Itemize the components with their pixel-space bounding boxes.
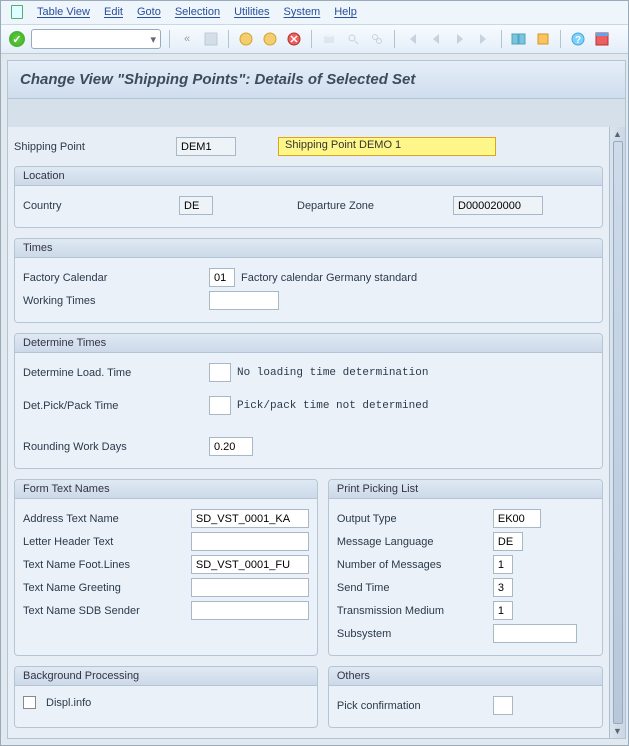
nav-back-icon[interactable]: [237, 30, 255, 48]
find-icon[interactable]: [344, 30, 362, 48]
save-icon[interactable]: [202, 30, 220, 48]
dep-zone-field[interactable]: [453, 196, 543, 215]
dep-zone-label: Departure Zone: [297, 200, 447, 212]
document-icon[interactable]: [11, 5, 23, 19]
new-session-icon[interactable]: [510, 30, 528, 48]
msg-lang-field[interactable]: [493, 532, 523, 551]
round-label: Rounding Work Days: [23, 441, 203, 453]
find-next-icon[interactable]: [368, 30, 386, 48]
address-text-field[interactable]: [191, 509, 309, 528]
fcal-label: Factory Calendar: [23, 272, 203, 284]
menu-utilities[interactable]: Utilities: [234, 6, 269, 18]
form-row-label: Letter Header Text: [23, 536, 185, 548]
det-load-label: Determine Load. Time: [23, 367, 203, 379]
subsystem-field[interactable]: [493, 624, 577, 643]
group-bg-proc: Background Processing Displ.info: [14, 666, 318, 728]
sdb-sender-field[interactable]: [191, 601, 309, 620]
group-form-header: Form Text Names: [15, 480, 317, 499]
det-pick-label: Det.Pick/Pack Time: [23, 400, 203, 412]
print-row-label: Subsystem: [337, 628, 487, 640]
page-header: Change View "Shipping Points": Details o…: [7, 60, 626, 99]
group-det-header: Determine Times: [15, 334, 602, 353]
group-location: Location Country Departure Zone: [14, 166, 603, 228]
page-title: Change View "Shipping Points": Details o…: [20, 71, 613, 88]
output-type-field[interactable]: [493, 509, 541, 528]
group-print-picking: Print Picking List Output Type Message L…: [328, 479, 603, 656]
group-times: Times Factory Calendar Factory calendar …: [14, 238, 603, 323]
det-pick-desc: Pick/pack time not determined: [237, 400, 428, 412]
toolbar: ✓ ▾ « ?: [1, 25, 628, 54]
nav-exit-icon[interactable]: [261, 30, 279, 48]
det-load-field[interactable]: [209, 363, 231, 382]
group-others: Others Pick confirmation: [328, 666, 603, 728]
help-icon[interactable]: ?: [569, 30, 587, 48]
group-times-header: Times: [15, 239, 602, 258]
shortcut-icon[interactable]: [534, 30, 552, 48]
ok-icon[interactable]: ✓: [9, 31, 25, 47]
print-icon[interactable]: [320, 30, 338, 48]
shipping-point-label: Shipping Point: [14, 141, 170, 153]
letter-header-field[interactable]: [191, 532, 309, 551]
send-time-field[interactable]: [493, 578, 513, 597]
menu-help[interactable]: Help: [334, 6, 357, 18]
pick-conf-label: Pick confirmation: [337, 700, 487, 712]
country-field[interactable]: [179, 196, 213, 215]
form-row-label: Text Name Greeting: [23, 582, 185, 594]
num-msgs-field[interactable]: [493, 555, 513, 574]
shipping-point-desc: Shipping Point DEMO 1: [278, 137, 496, 156]
wt-label: Working Times: [23, 295, 203, 307]
back-icon[interactable]: «: [178, 30, 196, 48]
svg-text:?: ?: [575, 35, 581, 46]
print-row-label: Number of Messages: [337, 559, 487, 571]
menu-table-view[interactable]: Table View: [37, 6, 90, 18]
pick-conf-field[interactable]: [493, 696, 513, 715]
group-print-header: Print Picking List: [329, 480, 602, 499]
round-field[interactable]: [209, 437, 253, 456]
menu-goto[interactable]: Goto: [137, 6, 161, 18]
scroll-down-icon[interactable]: ▼: [613, 726, 622, 736]
print-row-label: Send Time: [337, 582, 487, 594]
foot-lines-field[interactable]: [191, 555, 309, 574]
print-row-label: Message Language: [337, 536, 487, 548]
group-others-header: Others: [329, 667, 602, 686]
shipping-point-field[interactable]: [176, 137, 236, 156]
group-location-header: Location: [15, 167, 602, 186]
cancel-icon[interactable]: [285, 30, 303, 48]
scroll-up-icon[interactable]: ▲: [613, 129, 622, 139]
vertical-scrollbar[interactable]: ▲ ▼: [609, 127, 625, 738]
form-row-label: Text Name Foot.Lines: [23, 559, 185, 571]
menu-system[interactable]: System: [284, 6, 321, 18]
menu-selection[interactable]: Selection: [175, 6, 220, 18]
layout-icon[interactable]: [593, 30, 611, 48]
menu-bar: Table View Edit Goto Selection Utilities…: [1, 1, 628, 25]
menu-edit[interactable]: Edit: [104, 6, 123, 18]
fcal-desc: Factory calendar Germany standard: [241, 272, 417, 284]
last-page-icon[interactable]: [475, 30, 493, 48]
group-determine-times: Determine Times Determine Load. Time No …: [14, 333, 603, 469]
group-bg-header: Background Processing: [15, 667, 317, 686]
wt-field[interactable]: [209, 291, 279, 310]
trans-medium-field[interactable]: [493, 601, 513, 620]
det-pick-field[interactable]: [209, 396, 231, 415]
print-row-label: Output Type: [337, 513, 487, 525]
content-area: ▲ ▼ Shipping Point Shipping Point DEMO 1…: [7, 127, 626, 739]
first-page-icon[interactable]: [403, 30, 421, 48]
fcal-field[interactable]: [209, 268, 235, 287]
form-row-label: Address Text Name: [23, 513, 185, 525]
displ-info-label: Displ.info: [46, 697, 91, 709]
scroll-thumb[interactable]: [613, 141, 623, 724]
greeting-field[interactable]: [191, 578, 309, 597]
group-form-text: Form Text Names Address Text Name Letter…: [14, 479, 318, 656]
displ-info-checkbox[interactable]: [23, 696, 36, 709]
country-label: Country: [23, 200, 173, 212]
print-row-label: Transmission Medium: [337, 605, 487, 617]
form-row-label: Text Name SDB Sender: [23, 605, 185, 617]
next-page-icon[interactable]: [451, 30, 469, 48]
det-load-desc: No loading time determination: [237, 367, 428, 379]
prev-page-icon[interactable]: [427, 30, 445, 48]
command-field[interactable]: ▾: [31, 29, 161, 49]
